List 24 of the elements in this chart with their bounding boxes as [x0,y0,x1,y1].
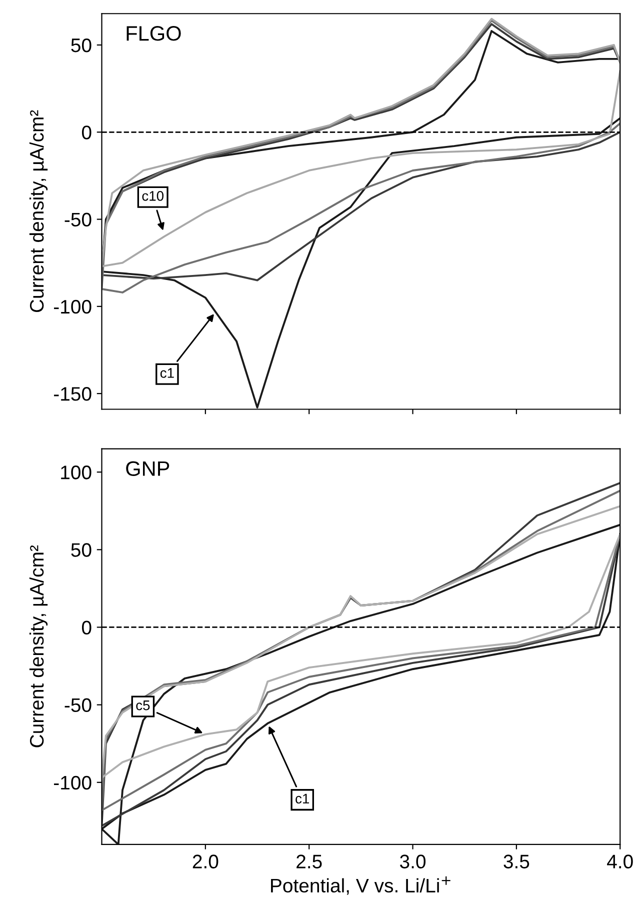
x-tick-label: 2.5 [296,854,322,868]
x-axis-title: Potential, V vs. Li/Li$^{+}$ [271,876,450,895]
y-tick-label: 100 [61,466,92,480]
y-tick-label: 50 [71,543,92,557]
y-tick-label: -50 [64,698,92,712]
chart-title: FLGO [126,26,181,41]
y-tick-label: -100 [54,776,92,790]
y-tick-label: -100 [54,300,92,314]
y-axis-title: Current density, µA/cm² [29,545,48,748]
y-tick-label: -150 [54,387,92,401]
y-axis-title: Current density, µA/cm² [29,110,48,312]
annotation: c1 [160,368,174,378]
x-tick-label: 3.5 [504,854,530,868]
y-tick-label: -50 [64,212,92,227]
y-tick-label: 0 [82,126,92,140]
annotation: c5 [136,700,150,710]
annotation: c1 [296,794,310,804]
x-tick-label: 4.0 [607,854,633,868]
x-tick-label: 3.0 [400,854,426,868]
y-tick-label: 0 [82,620,92,634]
annotation: c10 [142,191,164,201]
chart-title: GNP [126,461,170,476]
x-tick-label: 2.0 [192,854,218,868]
y-tick-label: 50 [71,38,92,52]
